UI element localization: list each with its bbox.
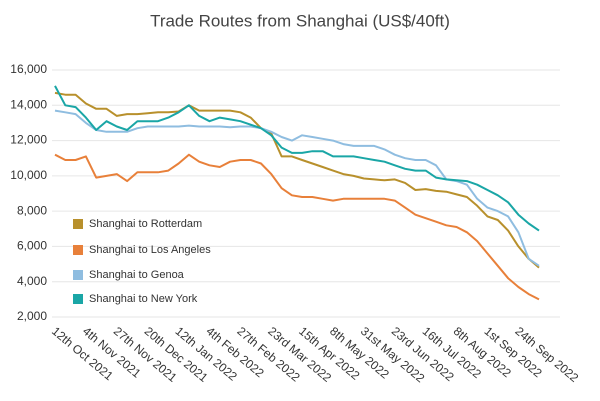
chart-title: Trade Routes from Shanghai (US$/40ft): [150, 11, 450, 30]
legend-swatch: [73, 245, 83, 255]
series-line: [54, 153, 540, 301]
legend-swatch: [73, 219, 83, 229]
legend-label: Shanghai to New York: [89, 293, 198, 305]
series-line: [54, 91, 540, 269]
legend-swatch: [73, 294, 83, 304]
legend-label: Shanghai to Genoa: [89, 269, 185, 281]
y-tick-label: 2,000: [17, 309, 47, 323]
y-tick-label: 14,000: [10, 97, 47, 111]
legend-swatch: [73, 270, 83, 280]
y-tick-label: 10,000: [10, 168, 47, 182]
y-tick-label: 8,000: [17, 203, 47, 217]
y-tick-label: 12,000: [10, 133, 47, 147]
legend-label: Shanghai to Rotterdam: [89, 218, 202, 230]
y-tick-label: 6,000: [17, 239, 47, 253]
y-tick-label: 4,000: [17, 274, 47, 288]
series-line: [54, 109, 540, 267]
y-tick-label: 16,000: [10, 62, 47, 76]
legend-label: Shanghai to Los Angeles: [89, 244, 211, 256]
series-line: [54, 85, 540, 232]
